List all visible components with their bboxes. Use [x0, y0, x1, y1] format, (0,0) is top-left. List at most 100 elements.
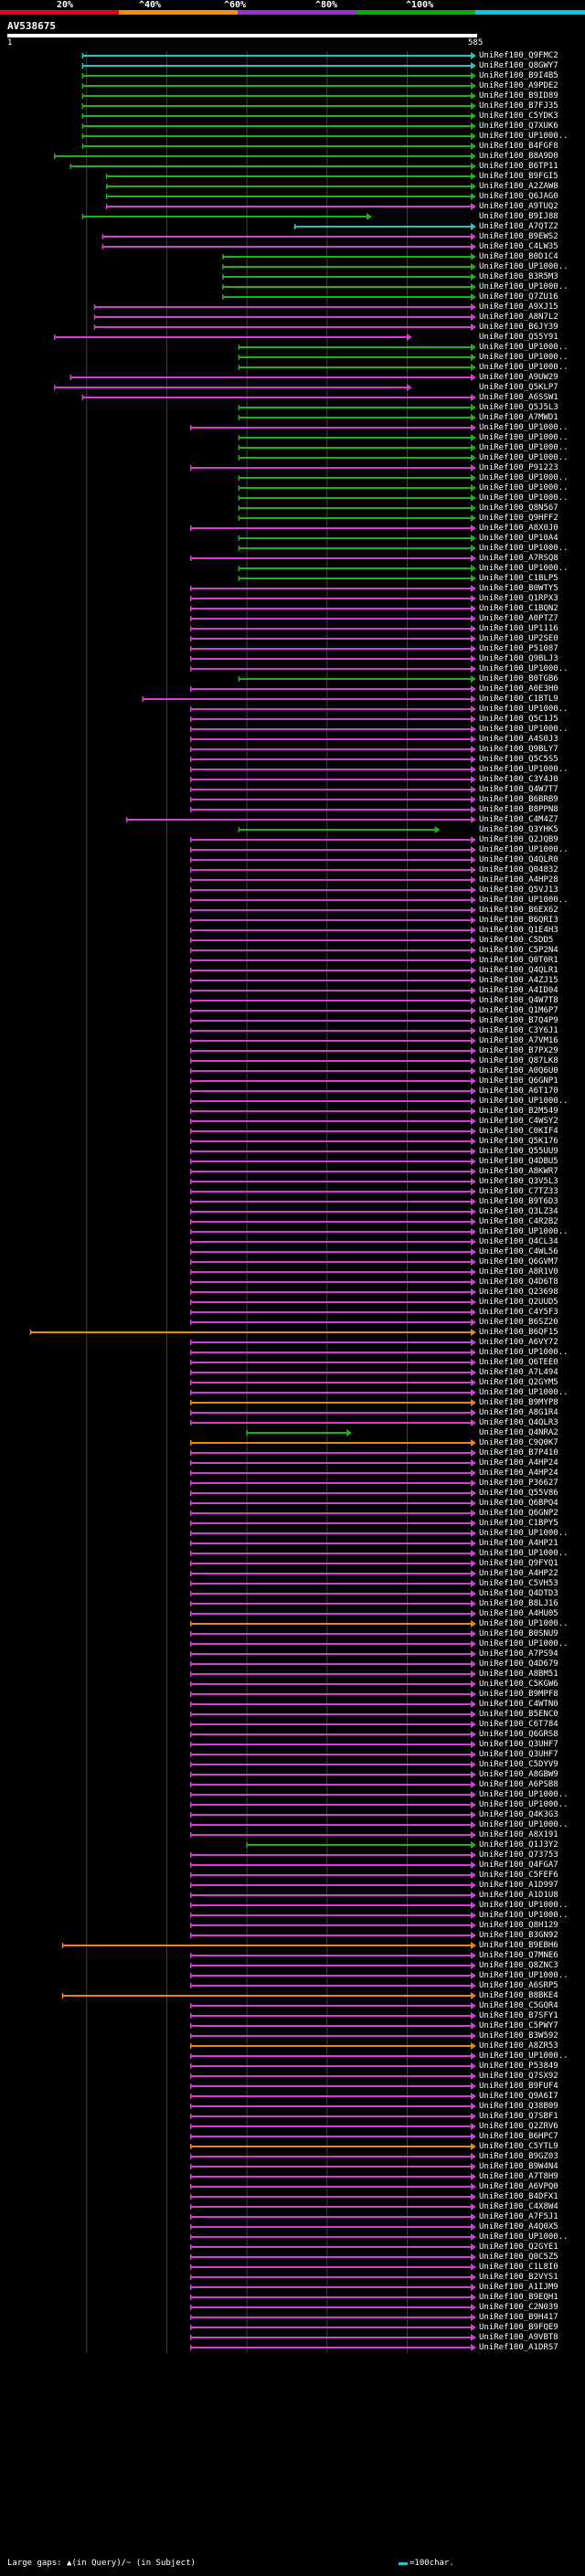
hit-label[interactable]: UniRef100_Q2GYM5	[479, 1378, 558, 1387]
hit-label[interactable]: UniRef100_A7L494	[479, 1368, 558, 1377]
hit-label[interactable]: UniRef100_Q38B09	[479, 2102, 558, 2111]
hit-label[interactable]: UniRef100_A8ZR53	[479, 2041, 558, 2051]
hit-label[interactable]: UniRef100_A4ZJ15	[479, 976, 558, 985]
hit-label[interactable]: UniRef100_Q9HFF2	[479, 514, 558, 523]
hit-label[interactable]: UniRef100_UP1000..	[479, 453, 569, 462]
hit-label[interactable]: UniRef100_C4WTN0	[479, 1700, 558, 1709]
hit-label[interactable]: UniRef100_Q4DBU5	[479, 1157, 558, 1166]
hit-label[interactable]: UniRef100_Q9BLY7	[479, 745, 558, 754]
hit-label[interactable]: UniRef100_Q7SBF1	[479, 2112, 558, 2121]
hit-label[interactable]: UniRef100_A8N7L2	[479, 313, 558, 322]
hit-label[interactable]: UniRef100_B6TP11	[479, 162, 558, 171]
hit-label[interactable]: UniRef100_UP1000..	[479, 353, 569, 362]
hit-label[interactable]: UniRef100_UP1000..	[479, 1227, 569, 1236]
hit-label[interactable]: UniRef100_Q4K3G3	[479, 1810, 558, 1819]
hit-label[interactable]: UniRef100_Q3YHK5	[479, 825, 558, 834]
hit-label[interactable]: UniRef100_B6BRB9	[479, 795, 558, 804]
hit-label[interactable]: UniRef100_A8X191	[479, 1830, 558, 1839]
hit-label[interactable]: UniRef100_C0KIF4	[479, 1127, 558, 1136]
hit-label[interactable]: UniRef100_C5KGW6	[479, 1680, 558, 1689]
hit-label[interactable]: UniRef100_UP1000..	[479, 1388, 569, 1397]
hit-label[interactable]: UniRef100_A0E3H0	[479, 684, 558, 694]
hit-label[interactable]: UniRef100_B9MYP8	[479, 1398, 558, 1407]
hit-label[interactable]: UniRef100_C2N039	[479, 2303, 558, 2312]
hit-label[interactable]: UniRef100_B9EWS2	[479, 232, 558, 241]
hit-label[interactable]: UniRef100_C7TZ33	[479, 1187, 558, 1196]
hit-label[interactable]: UniRef100_Q1J3Y2	[479, 1840, 558, 1850]
hit-label[interactable]: UniRef100_B9FUF4	[479, 2082, 558, 2091]
hit-label[interactable]: UniRef100_P91223	[479, 463, 558, 472]
hit-label[interactable]: UniRef100_UP1000..	[479, 343, 569, 352]
hit-label[interactable]: UniRef100_C9Q0K7	[479, 1438, 558, 1447]
hit-label[interactable]: UniRef100_C5GQR4	[479, 2001, 558, 2010]
hit-label[interactable]: UniRef100_C5P2N4	[479, 946, 558, 955]
hit-label[interactable]: UniRef100_A6SRP5	[479, 1981, 558, 1990]
hit-label[interactable]: UniRef100_B9IJ88	[479, 212, 558, 221]
hit-label[interactable]: UniRef100_Q2JQB9	[479, 835, 558, 844]
hit-label[interactable]: UniRef100_Q7MNE6	[479, 1951, 558, 1960]
hit-label[interactable]: UniRef100_A8G1R4	[479, 1408, 558, 1417]
hit-label[interactable]: UniRef100_B7SFY1	[479, 2011, 558, 2020]
hit-label[interactable]: UniRef100_Q4W7T8	[479, 996, 558, 1005]
hit-label[interactable]: UniRef100_UP1000..	[479, 483, 569, 493]
hit-label[interactable]: UniRef100_C4LW35	[479, 242, 558, 251]
hit-label[interactable]: UniRef100_B3R5M3	[479, 272, 558, 281]
hit-label[interactable]: UniRef100_UP10A4	[479, 534, 558, 543]
hit-label[interactable]: UniRef100_UP1000..	[479, 493, 569, 503]
hit-label[interactable]: UniRef100_A1D997	[479, 1881, 558, 1890]
hit-label[interactable]: UniRef100_UP1000..	[479, 433, 569, 442]
hit-label[interactable]: UniRef100_P36627	[479, 1479, 558, 1488]
hit-label[interactable]: UniRef100_B0WTY5	[479, 584, 558, 593]
hit-label[interactable]: UniRef100_A1DRS7	[479, 2343, 558, 2352]
hit-label[interactable]: UniRef100_Q6BPQ4	[479, 1499, 558, 1508]
hit-label[interactable]: UniRef100_Q0T0R1	[479, 956, 558, 965]
hit-label[interactable]: UniRef100_B9EBH6	[479, 1941, 558, 1950]
hit-label[interactable]: UniRef100_UP1000..	[479, 1348, 569, 1357]
hit-label[interactable]: UniRef100_UP1000..	[479, 443, 569, 452]
hit-label[interactable]: UniRef100_C1L8I0	[479, 2263, 558, 2272]
hit-label[interactable]: UniRef100_Q0C5Z5	[479, 2253, 558, 2262]
hit-label[interactable]: UniRef100_Q9A6I7	[479, 2092, 558, 2101]
hit-label[interactable]: UniRef100_A6VY72	[479, 1338, 558, 1347]
hit-label[interactable]: UniRef100_B7FJ35	[479, 101, 558, 111]
hit-label[interactable]: UniRef100_Q3UHF7	[479, 1740, 558, 1749]
hit-label[interactable]: UniRef100_UP1000..	[479, 282, 569, 292]
hit-label[interactable]: UniRef100_A4HP21	[479, 1539, 558, 1548]
hit-label[interactable]: UniRef100_B0TGB6	[479, 674, 558, 684]
hit-label[interactable]: UniRef100_C1BLP5	[479, 574, 558, 583]
hit-label[interactable]: UniRef100_A8R1V0	[479, 1267, 558, 1277]
hit-label[interactable]: UniRef100_B9FQE9	[479, 2323, 558, 2332]
hit-label[interactable]: UniRef100_UP1000..	[479, 423, 569, 432]
hit-label[interactable]: UniRef100_A4HU05	[479, 1609, 558, 1618]
hit-label[interactable]: UniRef100_C4R2B2	[479, 1217, 558, 1226]
hit-label[interactable]: UniRef100_Q7SX92	[479, 2072, 558, 2081]
hit-label[interactable]: UniRef100_B7PX29	[479, 1046, 558, 1055]
hit-label[interactable]: UniRef100_Q5J5L3	[479, 403, 558, 412]
hit-label[interactable]: UniRef100_Q4NRA2	[479, 1428, 558, 1437]
hit-label[interactable]: UniRef100_Q5C1J5	[479, 715, 558, 724]
hit-label[interactable]: UniRef100_B9MPF8	[479, 1690, 558, 1699]
hit-label[interactable]: UniRef100_B7Q4P9	[479, 1016, 558, 1025]
hit-label[interactable]: UniRef100_B5ENC0	[479, 1710, 558, 1719]
hit-label[interactable]: UniRef100_B6JY39	[479, 323, 558, 332]
hit-label[interactable]: UniRef100_Q8ZNC3	[479, 1961, 558, 1970]
hit-label[interactable]: UniRef100_C5DD5	[479, 936, 554, 945]
hit-label[interactable]: UniRef100_Q4D679	[479, 1659, 558, 1669]
hit-label[interactable]: UniRef100_B6QRI3	[479, 916, 558, 925]
hit-label[interactable]: UniRef100_Q1E4H3	[479, 926, 558, 935]
hit-label[interactable]: UniRef100_UP1000..	[479, 1549, 569, 1558]
hit-label[interactable]: UniRef100_C5YTL9	[479, 2142, 558, 2151]
hit-label[interactable]: UniRef100_A7RSQ8	[479, 554, 558, 563]
hit-label[interactable]: UniRef100_B7P410	[479, 1448, 558, 1458]
hit-label[interactable]: UniRef100_A8KWR7	[479, 1167, 558, 1176]
hit-label[interactable]: UniRef100_A4HP24	[479, 1458, 558, 1468]
hit-label[interactable]: UniRef100_UP1000..	[479, 1097, 569, 1106]
hit-label[interactable]: UniRef100_UP1000..	[479, 1800, 569, 1809]
hit-label[interactable]: UniRef100_C5VH53	[479, 1579, 558, 1588]
hit-label[interactable]: UniRef100_Q87LK8	[479, 1056, 558, 1065]
hit-label[interactable]: UniRef100_Q3LZ34	[479, 1207, 558, 1216]
hit-label[interactable]: UniRef100_C6T784	[479, 1720, 558, 1729]
hit-label[interactable]: UniRef100_B9EQH1	[479, 2293, 558, 2302]
hit-label[interactable]: UniRef100_UP1000..	[479, 2232, 569, 2242]
hit-label[interactable]: UniRef100_A9UW29	[479, 373, 558, 382]
